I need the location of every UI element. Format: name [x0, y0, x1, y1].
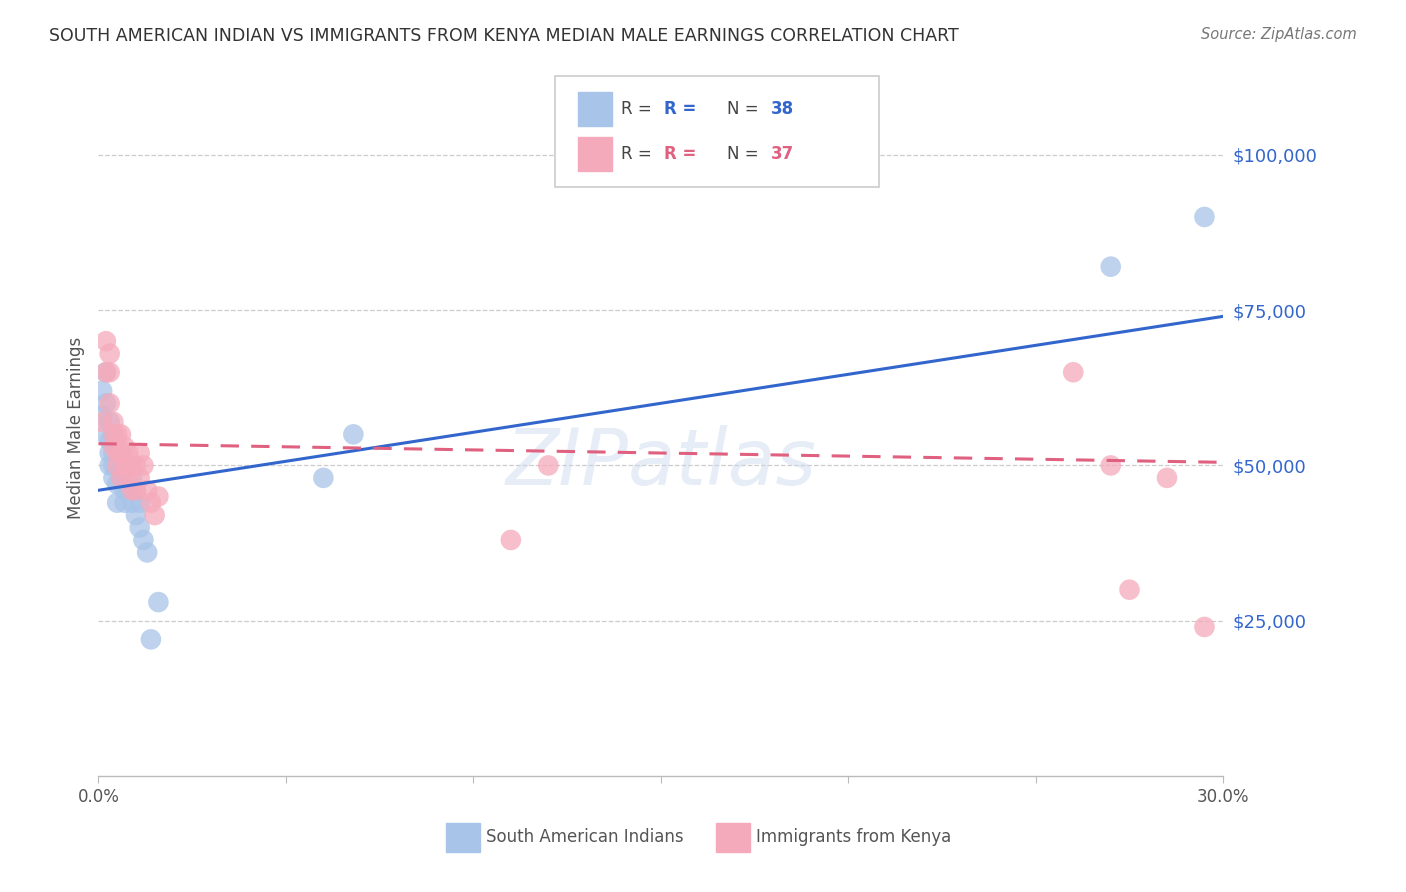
Point — [105, 427, 128, 442]
Point — [105, 477, 128, 491]
Point — [125, 458, 148, 473]
Point — [121, 496, 143, 510]
Point — [105, 458, 128, 473]
Point — [121, 471, 143, 485]
Point — [125, 483, 148, 498]
Text: 38: 38 — [770, 100, 793, 118]
Point — [117, 458, 139, 473]
Point — [91, 415, 114, 429]
Point — [110, 446, 132, 460]
Point — [128, 496, 150, 510]
Text: R =: R = — [621, 145, 662, 163]
Point — [117, 483, 139, 498]
Point — [103, 458, 125, 473]
Point — [114, 440, 136, 454]
Point — [110, 446, 132, 460]
Point — [132, 458, 155, 473]
Point — [103, 440, 125, 454]
Point — [110, 471, 132, 485]
FancyBboxPatch shape — [716, 822, 749, 852]
Point — [91, 384, 114, 398]
Point — [103, 446, 125, 460]
Point — [128, 471, 150, 485]
Point — [312, 471, 335, 485]
Point — [98, 446, 121, 460]
Point — [103, 415, 125, 429]
Point — [114, 458, 136, 473]
Point — [103, 427, 125, 442]
Point — [114, 483, 136, 498]
Point — [499, 533, 522, 547]
Point — [136, 545, 159, 559]
Point — [114, 496, 136, 510]
Text: Source: ZipAtlas.com: Source: ZipAtlas.com — [1201, 27, 1357, 42]
Point — [537, 458, 560, 473]
Point — [98, 346, 121, 360]
Point — [1194, 210, 1216, 224]
Point — [125, 483, 148, 498]
Point — [91, 409, 114, 423]
Point — [1194, 620, 1216, 634]
Point — [1099, 458, 1122, 473]
Point — [105, 458, 128, 473]
Point — [139, 632, 162, 647]
Text: R =: R = — [621, 100, 662, 118]
Point — [94, 365, 117, 379]
Point — [125, 508, 148, 523]
Point — [98, 365, 121, 379]
Point — [128, 446, 150, 460]
Point — [110, 471, 132, 485]
Point — [94, 365, 117, 379]
Point — [105, 446, 128, 460]
Point — [117, 471, 139, 485]
Point — [143, 508, 166, 523]
Point — [98, 434, 121, 448]
Point — [98, 458, 121, 473]
Point — [105, 496, 128, 510]
Point — [136, 483, 159, 498]
Text: R =: R = — [664, 145, 702, 163]
Point — [98, 415, 121, 429]
Text: N =: N = — [727, 100, 763, 118]
FancyBboxPatch shape — [446, 822, 479, 852]
Text: SOUTH AMERICAN INDIAN VS IMMIGRANTS FROM KENYA MEDIAN MALE EARNINGS CORRELATION : SOUTH AMERICAN INDIAN VS IMMIGRANTS FROM… — [49, 27, 959, 45]
Point — [114, 458, 136, 473]
Point — [1062, 365, 1084, 379]
Text: 37: 37 — [770, 145, 794, 163]
Point — [94, 427, 117, 442]
Y-axis label: Median Male Earnings: Median Male Earnings — [66, 337, 84, 519]
Text: N =: N = — [727, 145, 763, 163]
Point — [117, 446, 139, 460]
Point — [103, 471, 125, 485]
Point — [98, 396, 121, 410]
Point — [103, 427, 125, 442]
Text: R =: R = — [664, 100, 702, 118]
Point — [139, 496, 162, 510]
Point — [110, 427, 132, 442]
Point — [121, 458, 143, 473]
Point — [148, 595, 170, 609]
Point — [1118, 582, 1140, 597]
Point — [94, 396, 117, 410]
Text: Immigrants from Kenya: Immigrants from Kenya — [756, 829, 952, 847]
Point — [1156, 471, 1178, 485]
Point — [121, 483, 143, 498]
Point — [132, 533, 155, 547]
Point — [342, 427, 364, 442]
Text: ZIPatlas: ZIPatlas — [505, 425, 817, 501]
Text: South American Indians: South American Indians — [486, 829, 685, 847]
Point — [1099, 260, 1122, 274]
Point — [148, 490, 170, 504]
Point — [105, 440, 128, 454]
Point — [94, 334, 117, 348]
Point — [128, 520, 150, 534]
